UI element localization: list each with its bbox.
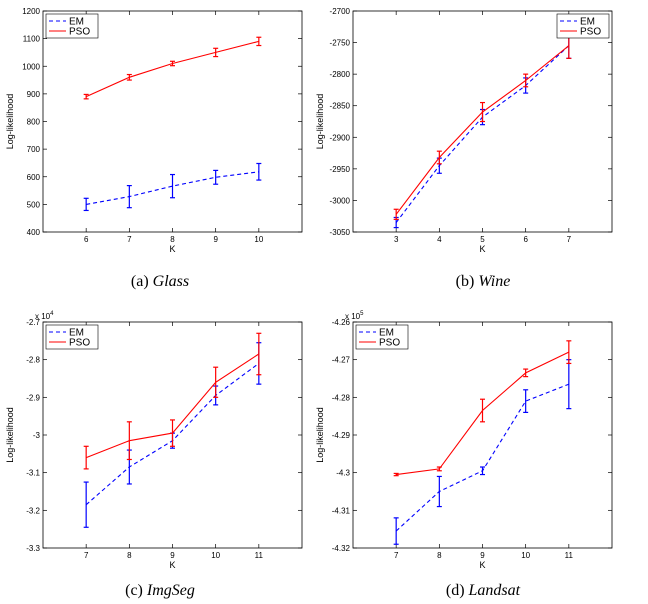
chart-panel-imgseg: 7 8 9 10 11 -3.3 -3.2 -3.1 -3 -2.9 -2.8 -2.7x 104 K L… bbox=[5, 311, 303, 599]
y-tick-label: -4.31 bbox=[332, 506, 351, 515]
y-axis-label: Log-likelihood bbox=[315, 407, 325, 463]
y-tick-label: 1000 bbox=[22, 62, 40, 71]
axis-exponent-label: x 105 bbox=[345, 311, 364, 321]
y-tick-label: -4.3 bbox=[336, 469, 350, 478]
x-tick-label: 8 bbox=[437, 551, 442, 560]
subfigure-caption: (b) Wine bbox=[456, 273, 511, 290]
y-tick-label: -2800 bbox=[330, 70, 351, 79]
x-tick-label: 6 bbox=[84, 235, 89, 244]
x-tick-label: 9 bbox=[170, 551, 175, 560]
legend-label-pso: PSO bbox=[69, 338, 90, 349]
x-tick-label: 7 bbox=[567, 235, 572, 244]
x-tick-label: 3 bbox=[394, 235, 399, 244]
subfigure-caption: (d) Landsat bbox=[446, 582, 521, 599]
y-tick-label: 700 bbox=[27, 145, 41, 154]
axis-exponent-label: x 104 bbox=[35, 311, 54, 321]
x-tick-label: 7 bbox=[394, 551, 399, 560]
y-tick-label: -4.32 bbox=[332, 544, 351, 553]
y-tick-label: 800 bbox=[27, 118, 41, 127]
x-tick-label: 10 bbox=[521, 551, 530, 560]
chart-panel-glass: 6 7 8 9 10 400 500 600 700 800 900 1000 1100 1200 K Log… bbox=[5, 7, 303, 290]
y-tick-label: 500 bbox=[27, 200, 41, 209]
y-tick-label: -2700 bbox=[330, 7, 351, 16]
y-tick-label: -3000 bbox=[330, 196, 351, 205]
x-tick-label: 5 bbox=[480, 235, 485, 244]
exponent-base: x 10 bbox=[345, 312, 361, 321]
y-tick-label: -2.7 bbox=[26, 318, 40, 327]
x-tick-label: 9 bbox=[213, 235, 218, 244]
y-axis-label: Log-likelihood bbox=[5, 407, 15, 463]
x-tick-label: 11 bbox=[255, 551, 264, 560]
x-tick-label: 10 bbox=[211, 551, 220, 560]
y-tick-label: -3.2 bbox=[26, 506, 40, 515]
caption-dataset-name: Glass bbox=[153, 273, 189, 290]
plot-frame bbox=[352, 321, 613, 549]
y-tick-label: -2.8 bbox=[26, 356, 40, 365]
y-axis-label: Log-likelihood bbox=[315, 94, 325, 150]
y-axis-label: Log-likelihood bbox=[5, 94, 15, 150]
caption-dataset-name: Landsat bbox=[468, 582, 521, 599]
y-tick-label: -3050 bbox=[330, 228, 351, 237]
legend-label-em: EM bbox=[580, 17, 595, 28]
chart-panel-wine: 3 4 5 6 7 -3050 -3000 -2950 -2900 -2850 -2800 -2750… bbox=[315, 7, 613, 290]
caption-dataset-name: Wine bbox=[478, 273, 510, 290]
y-tick-label: -4.27 bbox=[332, 356, 351, 365]
exponent-base: x 10 bbox=[35, 312, 51, 321]
series-em-line bbox=[86, 171, 259, 205]
legend-box bbox=[45, 324, 99, 350]
x-tick-label: 9 bbox=[480, 551, 485, 560]
legend-box bbox=[556, 13, 610, 39]
y-tick-label: 900 bbox=[27, 90, 41, 99]
y-tick-label: -2.9 bbox=[26, 393, 40, 402]
x-axis-label: K bbox=[169, 560, 175, 570]
caption-dataset-name: ImgSeg bbox=[146, 582, 195, 599]
x-tick-label: 10 bbox=[254, 235, 263, 244]
y-tick-label: -4.26 bbox=[332, 318, 351, 327]
caption-label: (a) bbox=[131, 273, 153, 290]
y-tick-label: -2850 bbox=[330, 102, 351, 111]
x-axis-label: K bbox=[479, 560, 485, 570]
legend-box bbox=[45, 13, 99, 39]
y-tick-label: -3.1 bbox=[26, 469, 40, 478]
caption-label: (d) bbox=[446, 582, 469, 599]
legend-box bbox=[355, 324, 409, 350]
x-tick-label: 7 bbox=[84, 551, 89, 560]
caption-label: (b) bbox=[456, 273, 479, 290]
subfigure-caption: (a) Glass bbox=[131, 273, 189, 290]
y-tick-label: -2950 bbox=[330, 165, 351, 174]
legend-label-em: EM bbox=[69, 328, 84, 339]
x-tick-label: 8 bbox=[170, 235, 175, 244]
x-tick-label: 7 bbox=[127, 235, 132, 244]
y-tick-label: 1100 bbox=[23, 35, 41, 44]
y-tick-label: -4.28 bbox=[332, 393, 351, 402]
x-axis-label: K bbox=[169, 244, 175, 254]
plot-frame bbox=[42, 10, 303, 233]
caption-label: (c) bbox=[125, 582, 147, 599]
exponent-power: 4 bbox=[50, 311, 54, 317]
y-tick-label: 600 bbox=[27, 173, 41, 182]
legend-label-pso: PSO bbox=[379, 338, 400, 349]
x-tick-label: 4 bbox=[437, 235, 442, 244]
legend-label-pso: PSO bbox=[580, 27, 601, 38]
y-tick-label: 400 bbox=[27, 228, 41, 237]
y-tick-label: -4.29 bbox=[332, 431, 351, 440]
legend-label-em: EM bbox=[379, 328, 394, 339]
chart-panel-landsat: 7 8 9 10 11 -4.32 -4.31 -4.3 -4.29 -4.28 -4.27 -4.2… bbox=[315, 311, 613, 599]
legend-label-em: EM bbox=[69, 17, 84, 28]
x-tick-label: 11 bbox=[565, 551, 574, 560]
x-axis-label: K bbox=[479, 244, 485, 254]
y-tick-label: 1200 bbox=[22, 7, 40, 16]
x-tick-label: 8 bbox=[127, 551, 132, 560]
y-tick-label: -2900 bbox=[330, 133, 351, 142]
y-tick-label: -3 bbox=[33, 431, 41, 440]
exponent-power: 5 bbox=[360, 311, 364, 317]
y-tick-label: -2750 bbox=[330, 39, 351, 48]
legend-label-pso: PSO bbox=[69, 27, 90, 38]
y-tick-label: -3.3 bbox=[26, 544, 40, 553]
subfigure-caption: (c) ImgSeg bbox=[125, 582, 195, 599]
x-tick-label: 6 bbox=[523, 235, 528, 244]
